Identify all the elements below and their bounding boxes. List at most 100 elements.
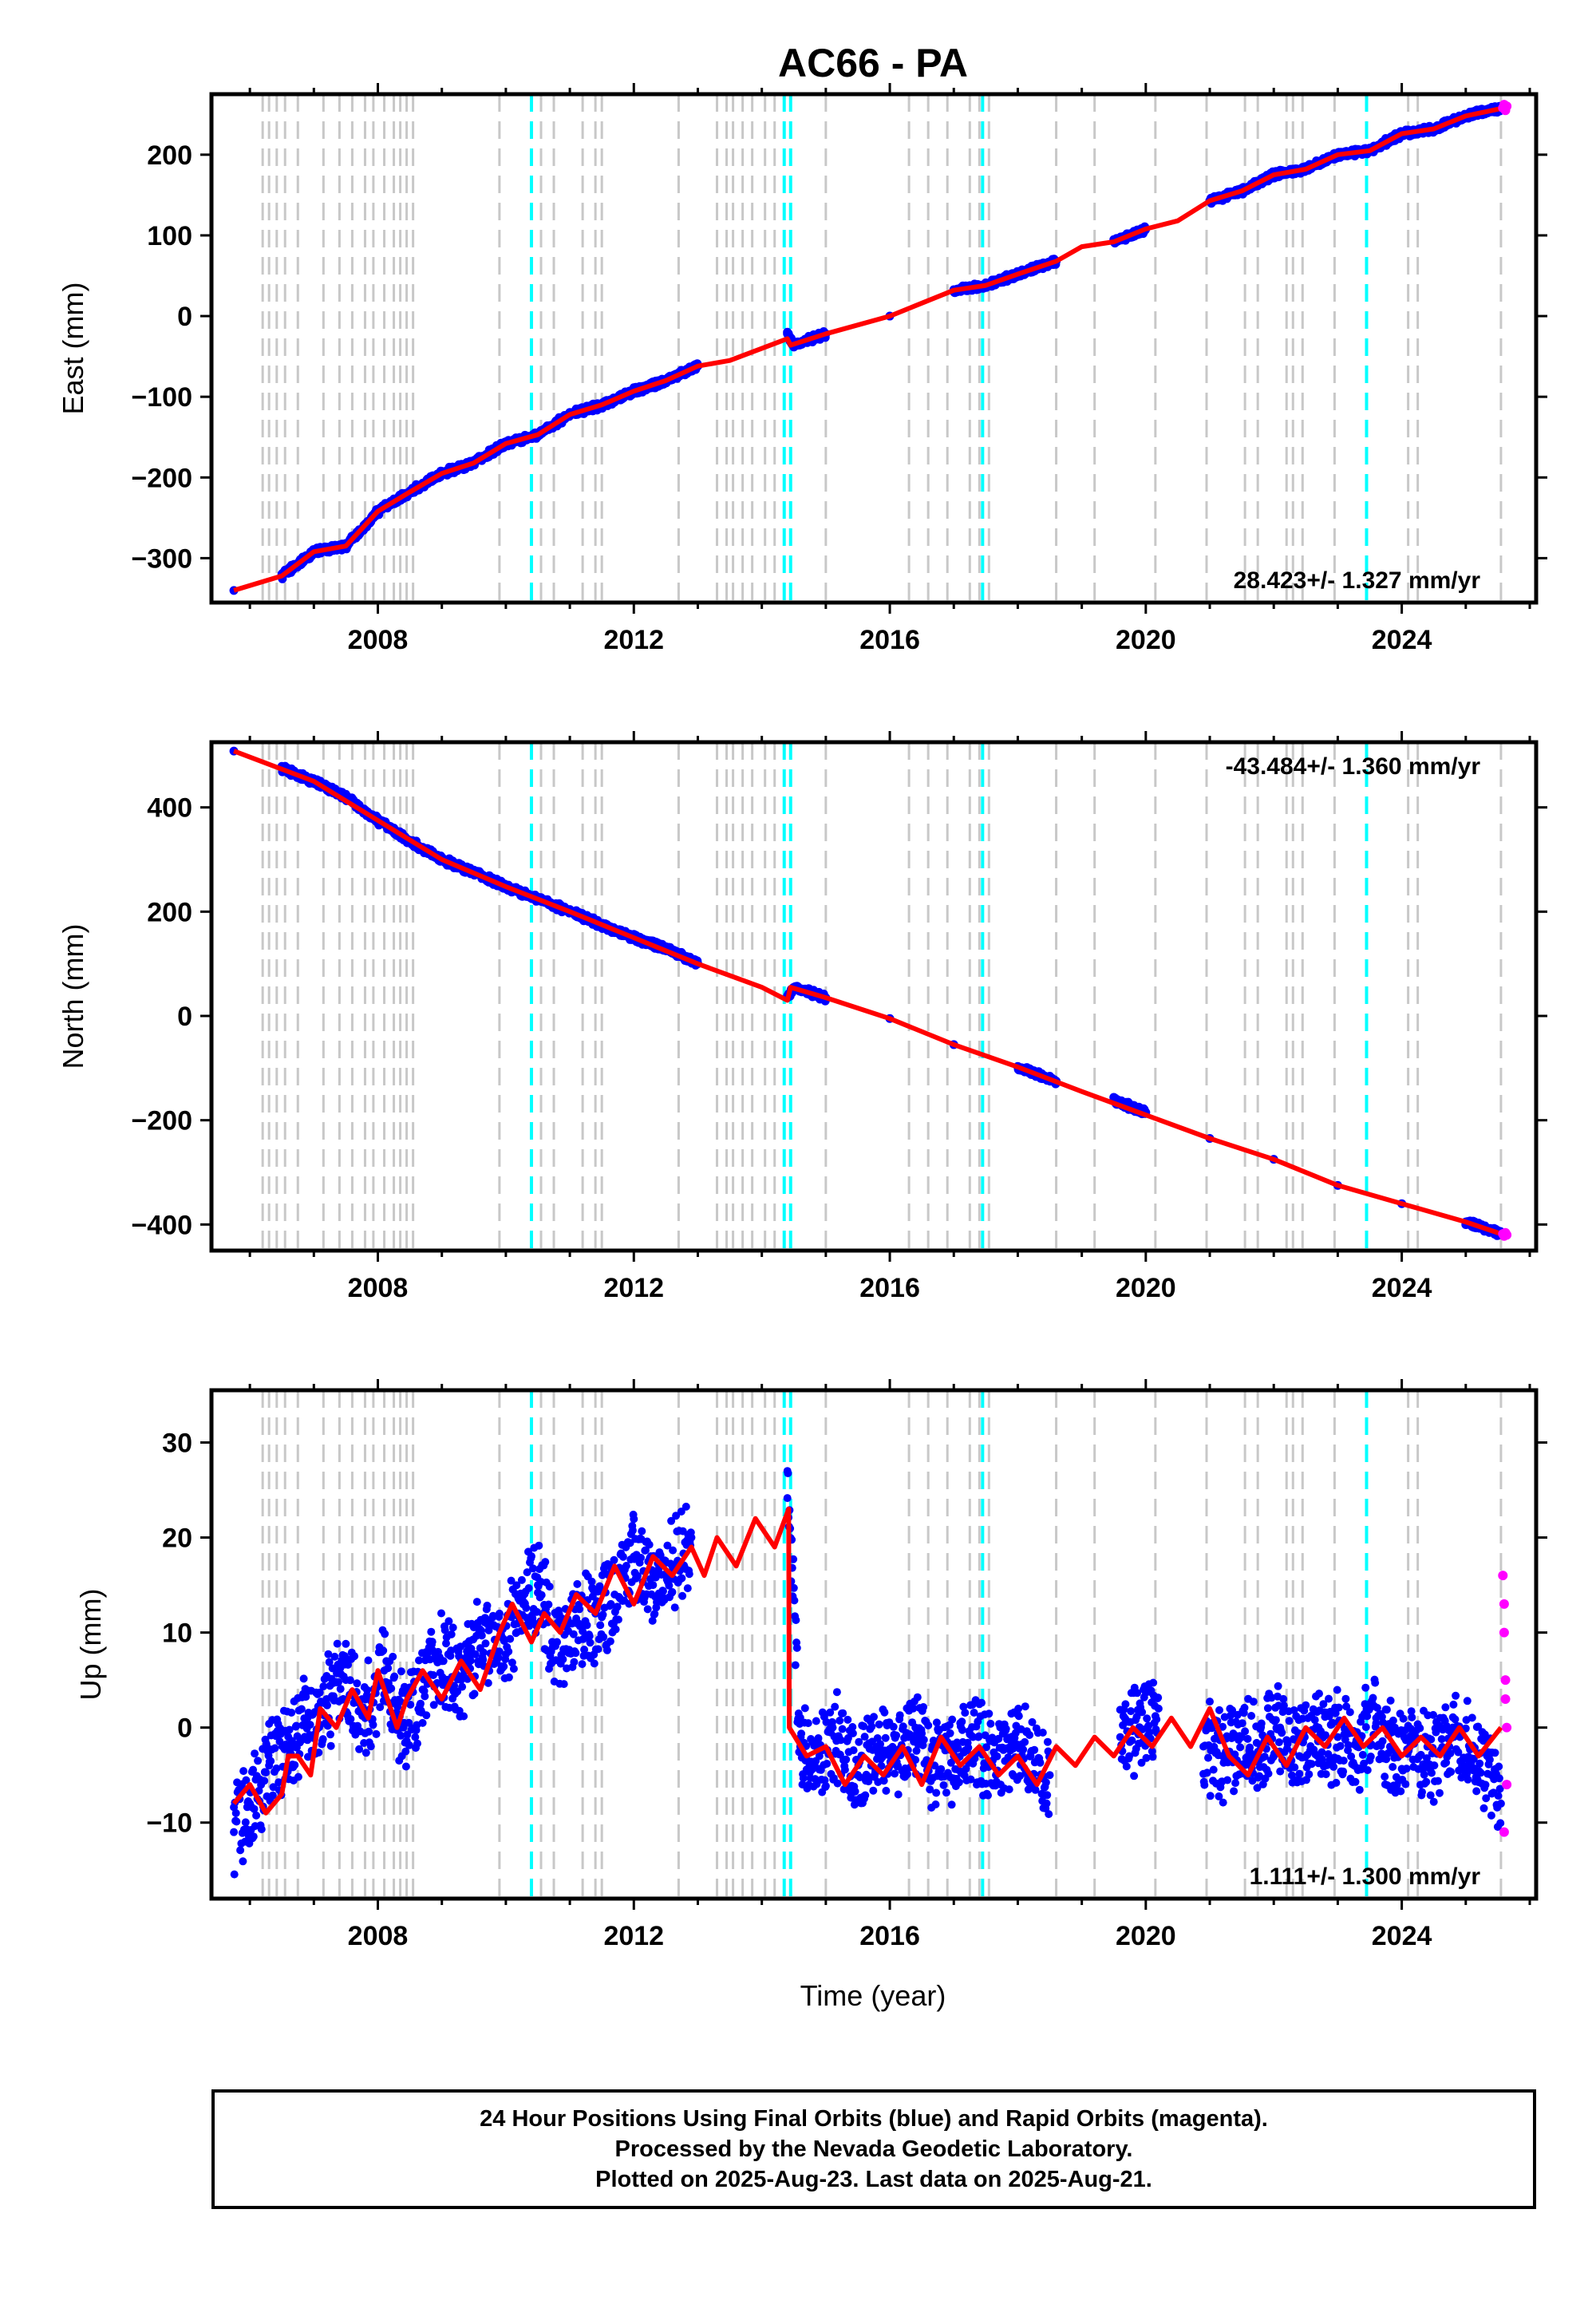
figure-title: AC66 - PA — [778, 41, 968, 85]
y-tick-label: −200 — [131, 1106, 192, 1136]
final-point — [1125, 1752, 1134, 1761]
final-point — [413, 1739, 421, 1748]
final-point — [1386, 1696, 1395, 1705]
final-point — [397, 1667, 405, 1676]
final-point — [1290, 1763, 1299, 1772]
final-point — [365, 1727, 373, 1736]
final-point — [602, 1646, 611, 1654]
final-point — [239, 1857, 247, 1866]
final-point — [442, 1639, 450, 1648]
final-point — [1447, 1768, 1456, 1777]
final-point — [851, 1787, 859, 1796]
final-point — [390, 1672, 399, 1681]
final-point — [1423, 1754, 1431, 1763]
final-point — [381, 1630, 389, 1638]
final-point — [1285, 1717, 1294, 1725]
final-point — [832, 1688, 841, 1697]
final-point — [1036, 1758, 1045, 1767]
final-point — [1200, 1780, 1209, 1789]
final-point — [1209, 1765, 1218, 1774]
final-point — [353, 1679, 361, 1688]
final-point — [1422, 1777, 1431, 1786]
final-point — [346, 1715, 355, 1723]
final-point — [875, 1720, 883, 1729]
final-point — [959, 1702, 968, 1711]
final-point — [406, 1701, 415, 1709]
y-tick-label: 200 — [147, 897, 192, 927]
final-point — [964, 1743, 973, 1752]
final-point — [1154, 1694, 1163, 1702]
final-point — [1279, 1701, 1288, 1710]
final-point — [1396, 1787, 1405, 1796]
final-point — [1014, 1705, 1023, 1713]
final-point — [1361, 1683, 1370, 1692]
final-point — [1038, 1729, 1047, 1737]
final-point — [1204, 1753, 1212, 1762]
final-point — [924, 1721, 933, 1729]
final-point — [376, 1703, 385, 1712]
final-point — [882, 1786, 891, 1795]
final-point — [665, 1581, 674, 1590]
final-point — [799, 1774, 808, 1783]
final-point — [1321, 1731, 1329, 1740]
final-point — [506, 1634, 515, 1643]
final-point — [366, 1742, 375, 1751]
final-point — [895, 1711, 904, 1720]
final-point — [342, 1639, 350, 1648]
final-point — [1389, 1763, 1397, 1771]
final-point — [1223, 1776, 1232, 1784]
final-point — [504, 1647, 513, 1656]
final-point — [252, 1811, 261, 1820]
final-point — [864, 1777, 873, 1786]
final-point — [783, 1494, 792, 1503]
final-point — [415, 1656, 423, 1665]
final-point — [326, 1741, 335, 1750]
final-point — [606, 1637, 614, 1646]
final-point — [1219, 1798, 1227, 1807]
final-point — [1355, 1785, 1364, 1794]
final-point — [1042, 1799, 1051, 1808]
final-point — [634, 1571, 642, 1580]
final-point — [685, 1570, 693, 1579]
final-point — [1328, 1718, 1337, 1727]
final-point — [611, 1625, 620, 1634]
final-point — [1329, 1762, 1338, 1771]
final-point — [814, 1734, 823, 1742]
final-point — [947, 1800, 956, 1809]
final-point — [1420, 1770, 1428, 1779]
final-point — [1333, 1686, 1341, 1694]
final-point — [401, 1762, 410, 1771]
final-point — [504, 1673, 513, 1682]
final-point — [596, 1621, 605, 1630]
final-point — [324, 1650, 333, 1658]
final-point — [275, 1778, 283, 1787]
final-point — [1436, 1788, 1444, 1797]
final-point — [978, 1698, 986, 1707]
final-point — [982, 1743, 990, 1752]
final-point — [411, 1733, 420, 1741]
final-point — [670, 1603, 679, 1612]
final-point — [1369, 1694, 1377, 1702]
final-point — [812, 1717, 820, 1725]
final-point — [418, 1718, 427, 1727]
final-point — [881, 1733, 890, 1742]
final-point — [1206, 1792, 1215, 1800]
y-tick-label: 200 — [147, 140, 192, 171]
final-point — [426, 1655, 434, 1664]
final-point — [527, 1552, 535, 1560]
plot-area — [229, 94, 1512, 603]
final-point — [444, 1617, 453, 1626]
final-point — [257, 1825, 266, 1834]
final-point — [447, 1630, 456, 1638]
final-point — [889, 1722, 898, 1731]
final-point — [926, 1785, 934, 1794]
final-point — [232, 1817, 241, 1826]
final-point — [656, 1551, 665, 1559]
y-tick-label: 100 — [147, 221, 192, 251]
final-point — [840, 1765, 849, 1774]
final-point — [1215, 1705, 1223, 1714]
final-point — [630, 1515, 638, 1524]
final-point — [663, 1541, 672, 1550]
final-point — [545, 1583, 554, 1591]
